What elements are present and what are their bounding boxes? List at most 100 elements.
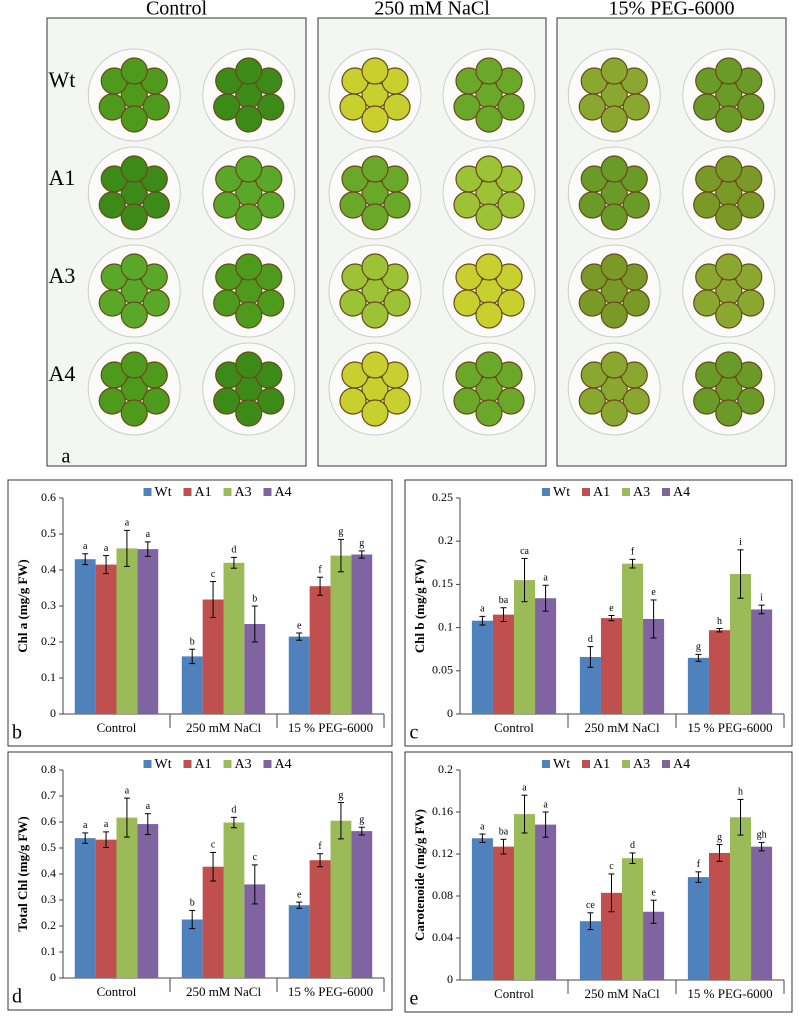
error-bar — [189, 909, 196, 930]
leaf-disc — [475, 399, 503, 427]
significance-letter: g — [359, 538, 364, 549]
error-bar — [296, 632, 303, 641]
significance-letter: d — [630, 840, 635, 851]
significance-letter: e — [297, 620, 302, 631]
bar — [181, 656, 203, 714]
significance-letter: g — [338, 527, 343, 538]
significance-letter: c — [253, 852, 258, 863]
significance-letter: a — [543, 799, 548, 810]
error-bar — [251, 864, 258, 905]
significance-letter: a — [125, 785, 130, 796]
significance-letter: f — [697, 859, 701, 870]
y-axis-label: Chl b (mg/g FW) — [412, 559, 427, 653]
significance-letter: g — [359, 814, 364, 825]
x-tick-label: 15 % PEG-6000 — [288, 720, 373, 735]
leaf-disc — [361, 155, 389, 183]
leaf-disc — [120, 301, 148, 329]
legend-label: A4 — [673, 757, 690, 772]
bar — [535, 824, 557, 980]
bar — [600, 618, 622, 714]
y-tick-label: 0.1 — [438, 619, 453, 633]
legend-swatch — [223, 760, 232, 768]
leaf-disc — [235, 351, 263, 379]
bar — [181, 919, 203, 978]
significance-letter: ca — [520, 546, 529, 557]
leaf-disc — [600, 203, 628, 231]
bar — [600, 892, 622, 980]
leaf-disc — [600, 253, 628, 281]
error-bar — [296, 901, 303, 909]
leaf-disc — [383, 93, 411, 121]
error-bar — [542, 584, 549, 612]
significance-letter: f — [631, 547, 635, 558]
leaf-disc — [737, 387, 765, 415]
leaf-disc — [600, 399, 628, 427]
error-bar — [210, 851, 217, 882]
bar — [95, 564, 117, 714]
leaf-disc — [715, 399, 743, 427]
legend-label: A4 — [275, 757, 292, 772]
significance-letter: a — [83, 820, 88, 831]
leaf-disc — [98, 387, 126, 415]
leaf-disc — [737, 191, 765, 219]
leaf-disc — [497, 191, 525, 219]
legend-label: A4 — [673, 485, 690, 500]
leaf-disc — [497, 387, 525, 415]
leaf-disc — [235, 203, 263, 231]
y-tick-label: 0 — [447, 972, 453, 986]
panel-label: e — [410, 988, 419, 1010]
leaf-disc — [361, 351, 389, 379]
x-tick-label: 250 mM NaCl — [584, 720, 660, 735]
leaf-disc — [361, 203, 389, 231]
leaf-disc — [361, 301, 389, 329]
leaf-disc — [475, 57, 503, 85]
error-bar — [629, 852, 636, 864]
x-tick-label: Control — [494, 720, 534, 735]
leaf-disc — [737, 93, 765, 121]
y-tick-label: 0.3 — [41, 598, 56, 612]
bar — [492, 846, 514, 980]
panel-label: d — [12, 986, 22, 1008]
y-tick-label: 0.05 — [432, 663, 453, 677]
leaf-disc — [339, 191, 367, 219]
y-tick-label: 0 — [447, 706, 453, 720]
leaf-disc — [361, 57, 389, 85]
legend-swatch — [662, 760, 670, 768]
x-tick-label: 15 % PEG-6000 — [687, 986, 772, 1001]
significance-letter: i — [739, 537, 742, 548]
leaf-disc — [213, 93, 241, 121]
error-bar — [695, 653, 702, 662]
legend-label: A1 — [593, 485, 610, 500]
leaf-disc — [715, 253, 743, 281]
x-tick-label: 250 mM NaCl — [186, 984, 262, 999]
significance-letter: c — [211, 569, 216, 580]
leaf-disc — [497, 289, 525, 317]
leaf-disc — [715, 155, 743, 183]
bar — [223, 822, 245, 978]
leaf-disc — [120, 203, 148, 231]
legend-swatch — [263, 760, 272, 768]
y-axis-label: Chl a (mg/g FW) — [15, 559, 30, 653]
error-bar — [144, 813, 151, 835]
leaf-disc — [257, 191, 285, 219]
leaf-disc — [600, 351, 628, 379]
significance-letter: f — [318, 564, 322, 575]
bar — [622, 858, 644, 980]
error-bar — [695, 871, 702, 883]
column-header: Control — [146, 0, 208, 20]
leaf-disc — [600, 301, 628, 329]
error-bar — [230, 816, 237, 829]
significance-letter: a — [543, 573, 548, 584]
row-label: A1 — [49, 165, 76, 190]
bar — [309, 860, 331, 978]
y-tick-label: 0.16 — [432, 804, 453, 818]
leaf-disc — [98, 191, 126, 219]
row-label: A3 — [49, 263, 76, 288]
leaf-disc — [622, 191, 650, 219]
legend-label: Wt — [553, 485, 570, 500]
error-bar — [737, 798, 744, 836]
error-bar — [500, 607, 507, 623]
leaf-disc — [383, 191, 411, 219]
y-tick-label: 0.2 — [438, 762, 453, 776]
y-tick-label: 0.7 — [41, 788, 56, 802]
